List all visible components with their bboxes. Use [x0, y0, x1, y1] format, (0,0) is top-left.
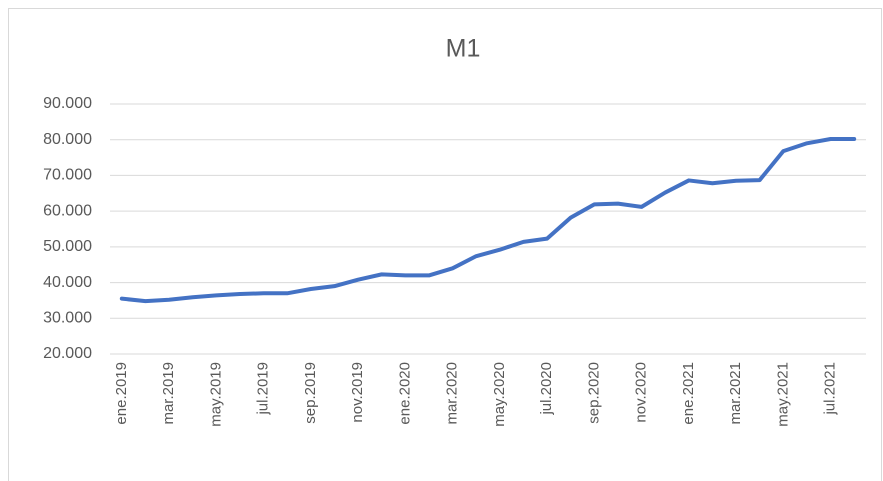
y-tick-label: 50.000: [43, 238, 92, 255]
x-tick-label: may.2021: [774, 362, 791, 427]
x-tick-label: may.2019: [207, 362, 224, 427]
y-tick-label: 70.000: [43, 167, 92, 184]
x-tick-label: jul.2021: [822, 362, 839, 416]
x-tick-label: mar.2020: [444, 362, 461, 425]
x-tick-label: nov.2019: [349, 362, 366, 423]
chart-frame: [8, 8, 882, 481]
chart-title: M1: [446, 35, 481, 63]
y-tick-label: 20.000: [43, 345, 92, 362]
x-tick-label: sep.2020: [585, 362, 602, 424]
x-tick-label: ene.2021: [680, 362, 697, 425]
x-tick-label: mar.2019: [160, 362, 177, 425]
y-tick-label: 60.000: [43, 202, 92, 219]
y-tick-label: 40.000: [43, 274, 92, 291]
x-tick-label: jul.2019: [255, 362, 272, 416]
y-tick-label: 30.000: [43, 310, 92, 327]
data-line: [119, 137, 857, 304]
y-tick-label: 90.000: [43, 95, 92, 112]
x-tick-label: mar.2021: [727, 362, 744, 425]
x-tick-label: ene.2020: [396, 362, 413, 425]
x-tick-label: nov.2020: [633, 362, 650, 423]
x-tick-label: ene.2019: [113, 362, 130, 425]
x-tick-label: may.2020: [491, 362, 508, 427]
x-tick-label: jul.2020: [538, 362, 555, 416]
y-tick-label: 80.000: [43, 131, 92, 148]
x-tick-label: sep.2019: [302, 362, 319, 424]
